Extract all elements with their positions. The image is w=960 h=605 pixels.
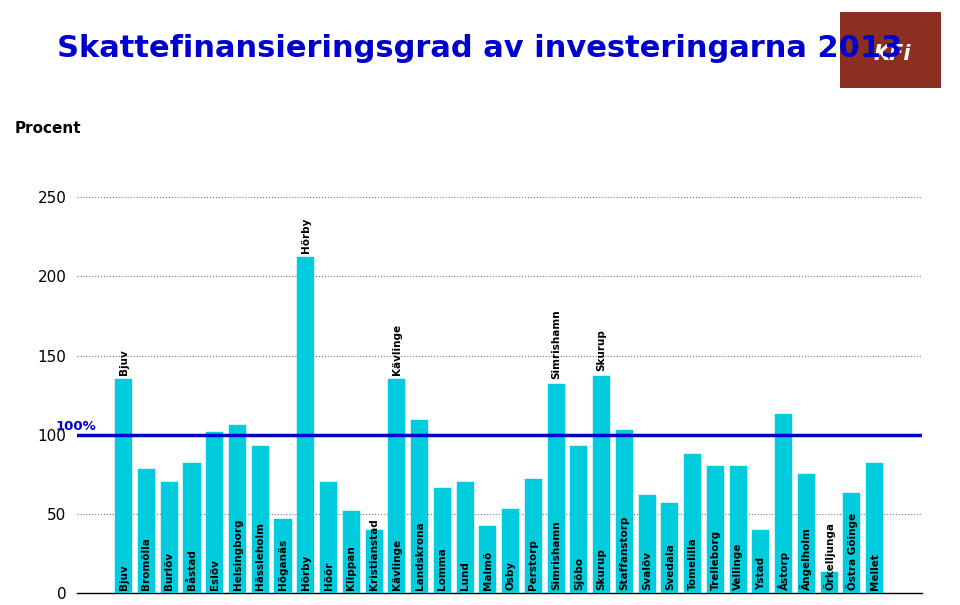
Bar [638, 495, 656, 593]
Text: Åstorp: Åstorp [778, 551, 790, 590]
Bar [388, 379, 405, 593]
Text: Skurup: Skurup [596, 548, 607, 590]
Bar [866, 463, 883, 593]
Bar [138, 469, 155, 593]
Bar [343, 511, 360, 593]
Text: Skurup: Skurup [596, 330, 607, 371]
Text: Trelleborg: Trelleborg [710, 529, 720, 590]
Text: Lomma: Lomma [438, 547, 447, 590]
Text: Mellet: Mellet [870, 553, 879, 590]
Bar [615, 430, 633, 593]
Bar [160, 482, 178, 593]
Text: Båstad: Båstad [187, 549, 197, 590]
Bar [252, 446, 269, 593]
Bar [206, 431, 224, 593]
Text: Eslöv: Eslöv [209, 559, 220, 590]
Bar [844, 493, 860, 593]
Text: Malmö: Malmö [483, 551, 492, 590]
Text: Vellinge: Vellinge [733, 542, 743, 590]
Text: Tomelilla: Tomelilla [687, 537, 698, 590]
Text: Hässleholm: Hässleholm [255, 522, 265, 590]
Text: Östra Göinge: Östra Göinge [846, 512, 858, 590]
Text: Ystad: Ystad [756, 557, 766, 590]
Text: Simrishamn: Simrishamn [551, 310, 561, 379]
Bar [684, 454, 701, 593]
Text: Hörby: Hörby [300, 554, 311, 590]
Text: Helsingborg: Helsingborg [232, 518, 243, 590]
Text: Kävlinge: Kävlinge [392, 538, 402, 590]
Bar [707, 466, 724, 593]
Bar [457, 482, 473, 593]
Bar [547, 384, 564, 593]
Text: Höör: Höör [324, 561, 333, 590]
Bar [411, 420, 428, 593]
Text: Simrishamn: Simrishamn [551, 520, 561, 590]
Text: Skattefinansieringsgrad av investeringarna 2013: Skattefinansieringsgrad av investeringar… [58, 34, 902, 63]
Text: Klippan: Klippan [347, 545, 356, 590]
Text: Höganäs: Höganäs [278, 538, 288, 590]
Text: Kävlinge: Kävlinge [392, 324, 402, 374]
Bar [570, 446, 588, 593]
Bar [798, 474, 815, 593]
Bar [183, 463, 201, 593]
Text: Sjöbo: Sjöbo [574, 557, 584, 590]
Text: Burlöv: Burlöv [164, 552, 175, 590]
Text: KFi: KFi [874, 44, 911, 64]
Text: Ängelholm: Ängelholm [801, 527, 812, 590]
Bar [115, 379, 132, 593]
Bar [275, 518, 292, 593]
Bar [753, 529, 769, 593]
Text: Landskrona: Landskrona [415, 521, 424, 590]
Text: Kristianstad: Kristianstad [369, 518, 379, 590]
Bar [434, 488, 451, 593]
Text: Bromölla: Bromölla [141, 537, 152, 590]
Text: Lund: Lund [460, 561, 470, 590]
Bar [821, 572, 838, 593]
Text: Osby: Osby [506, 561, 516, 590]
Text: Hörby: Hörby [300, 217, 311, 253]
Bar [730, 466, 747, 593]
Text: Bjuv: Bjuv [119, 564, 129, 590]
Bar [525, 479, 541, 593]
Text: Svedala: Svedala [665, 543, 675, 590]
Text: 100%: 100% [56, 420, 96, 433]
Bar [661, 503, 679, 593]
Bar [320, 482, 337, 593]
Text: Staffanstorp: Staffanstorp [619, 515, 630, 590]
Text: Procent: Procent [14, 121, 81, 136]
Text: Bjuv: Bjuv [119, 349, 129, 374]
Bar [479, 526, 496, 593]
Bar [229, 425, 246, 593]
Bar [775, 414, 792, 593]
Bar [593, 376, 611, 593]
Bar [366, 529, 383, 593]
Text: Svalöv: Svalöv [642, 551, 652, 590]
Text: Örkelljunga: Örkelljunga [823, 522, 835, 590]
Bar [298, 258, 314, 593]
Text: Perstorp: Perstorp [528, 539, 539, 590]
Bar [502, 509, 519, 593]
